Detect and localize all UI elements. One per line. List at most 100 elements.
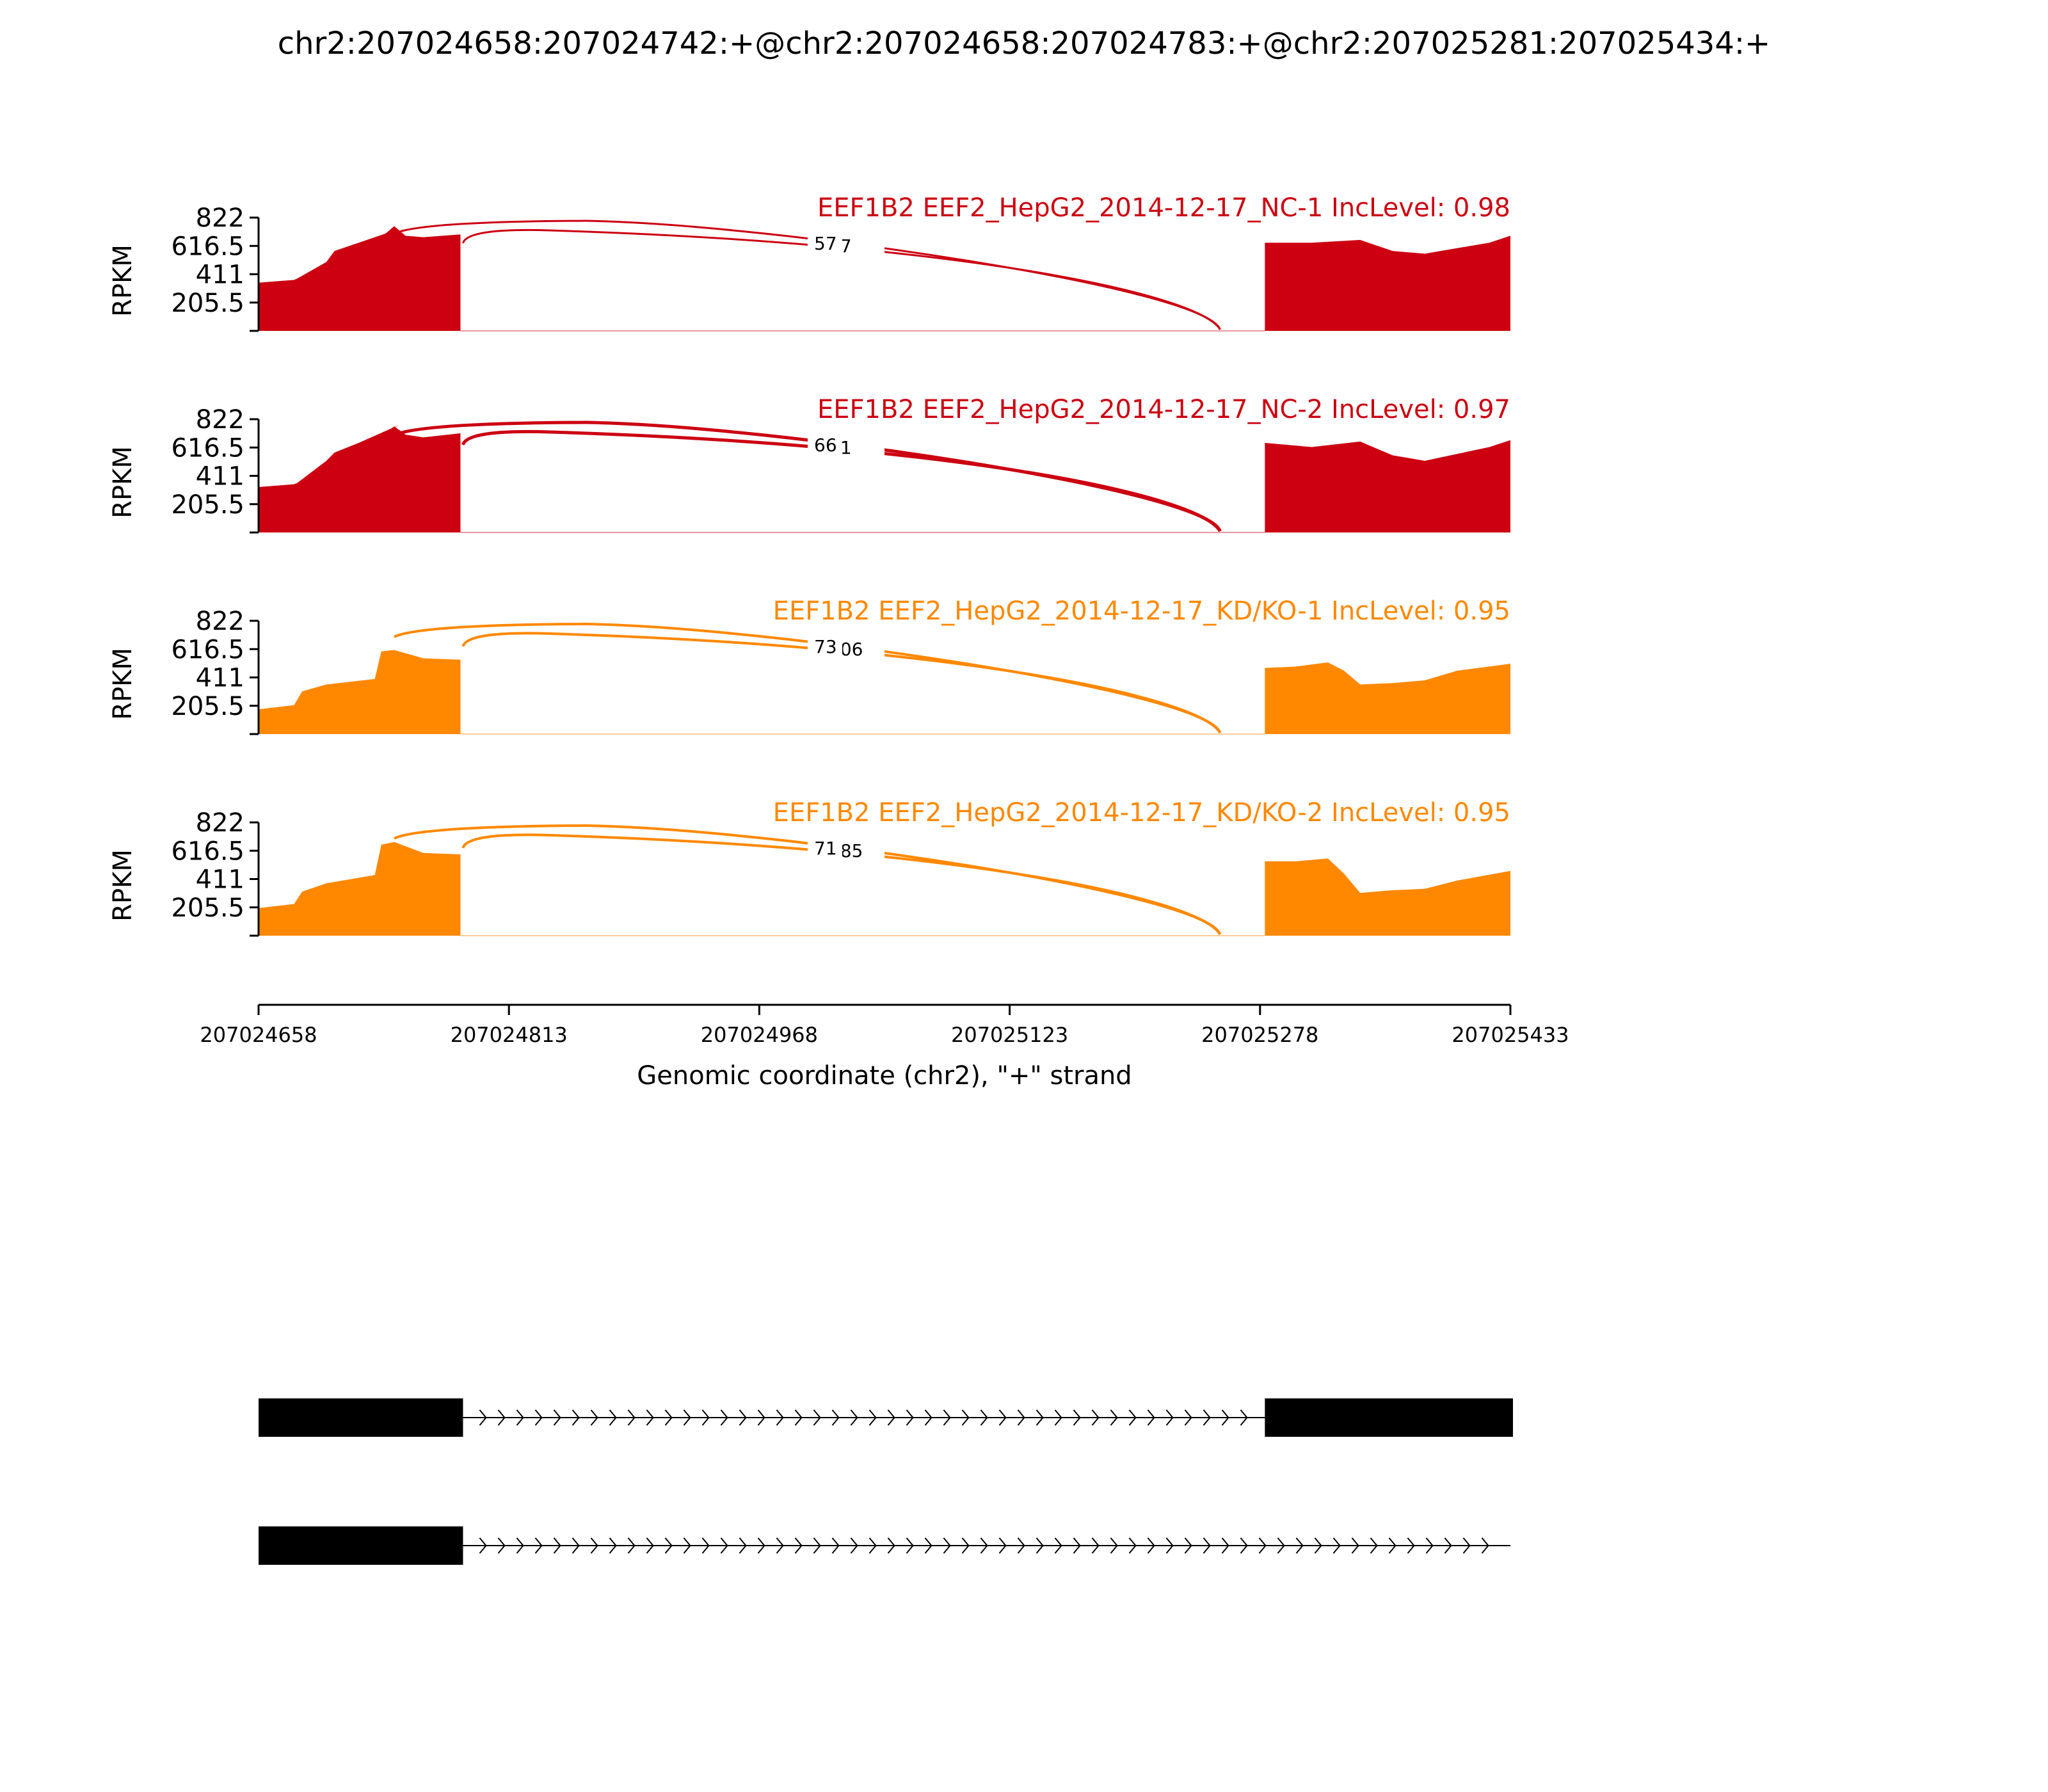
strand-arrow [757, 1409, 765, 1426]
x-tick-label: 207024658 [200, 1023, 317, 1047]
strand-arrow [868, 1537, 877, 1554]
strand-arrow [1165, 1409, 1174, 1426]
y-tick-label: 822 [196, 808, 244, 838]
y-tick-label: 616.5 [171, 836, 244, 866]
strand-arrow [980, 1409, 988, 1426]
strand-arrow [1425, 1537, 1434, 1554]
strand-arrow [1054, 1409, 1062, 1426]
y-tick-label: 822 [196, 204, 244, 233]
strand-arrow [961, 1409, 970, 1426]
strand-arrow [1147, 1537, 1155, 1554]
y-tick-label: 411 [196, 664, 244, 693]
strand-arrow [776, 1409, 784, 1426]
strand-arrow [1147, 1409, 1155, 1426]
strand-arrow [1332, 1537, 1341, 1554]
strand-arrow [1221, 1537, 1229, 1554]
strand-arrow [609, 1537, 617, 1554]
strand-arrow [1073, 1537, 1081, 1554]
x-tick-label: 207025123 [951, 1023, 1068, 1047]
strand-arrow [553, 1537, 561, 1554]
strand-arrow [1314, 1537, 1322, 1554]
strand-arrow [1444, 1537, 1452, 1554]
strand-arrow [1184, 1537, 1192, 1554]
strand-arrow [1203, 1409, 1211, 1426]
strand-arrow [627, 1537, 636, 1554]
y-tick-label: 205.5 [171, 893, 244, 923]
exon-block [1265, 1398, 1513, 1437]
y-tick-label: 822 [196, 607, 244, 636]
strand-arrow [497, 1537, 506, 1554]
strand-arrow [998, 1409, 1007, 1426]
strand-arrow [1091, 1409, 1100, 1426]
strand-arrow [813, 1409, 821, 1426]
strand-arrow [590, 1537, 598, 1554]
panel-title: EEF1B2 EEF2_HepG2_2014-12-17_KD/KO-2 Inc… [773, 798, 1510, 828]
y-tick-label: 616.5 [171, 232, 244, 261]
strand-arrow [1017, 1537, 1025, 1554]
strand-arrow [1128, 1537, 1137, 1554]
y-tick-label: 205.5 [171, 289, 244, 318]
strand-arrow [924, 1409, 932, 1426]
y-tick-label: 205.5 [171, 490, 244, 520]
y-axis-label: RPKM [108, 648, 138, 720]
strand-arrow [831, 1409, 840, 1426]
strand-arrow [534, 1537, 543, 1554]
strand-arrow [850, 1409, 858, 1426]
junction-arc-outer [394, 622, 1222, 733]
junction-label-bg [808, 433, 842, 456]
y-tick-label: 411 [196, 462, 244, 492]
coverage-area [259, 650, 1510, 734]
strand-arrow [1036, 1409, 1044, 1426]
x-tick-label: 207024813 [451, 1023, 568, 1047]
junction-arc-outer [393, 420, 1222, 532]
strand-arrow [1240, 1537, 1248, 1554]
strand-arrow [646, 1537, 654, 1554]
page-title: chr2:207024658:207024742:+@chr2:20702465… [277, 26, 1771, 61]
strand-arrow [479, 1409, 487, 1426]
strand-arrow [776, 1537, 784, 1554]
junction-label-bg [808, 836, 842, 860]
strand-arrow [572, 1537, 580, 1554]
strand-arrow [1277, 1537, 1285, 1554]
strand-arrow [980, 1537, 988, 1554]
junction-arc-outer [394, 824, 1222, 935]
strand-arrow [943, 1537, 951, 1554]
strand-arrow [720, 1537, 728, 1554]
y-axis-label: RPKM [108, 849, 138, 922]
strand-arrow [534, 1409, 543, 1426]
panel-title: EEF1B2 EEF2_HepG2_2014-12-17_NC-2 IncLev… [817, 395, 1510, 424]
x-tick-label: 207025278 [1201, 1023, 1318, 1047]
strand-arrow [850, 1537, 858, 1554]
strand-arrow [813, 1537, 821, 1554]
x-tick-label: 207024968 [701, 1023, 818, 1047]
strand-arrow [516, 1409, 524, 1426]
strand-arrow [1462, 1537, 1471, 1554]
junction-label-bg [808, 635, 842, 658]
exon-block [259, 1398, 395, 1437]
strand-arrow [1258, 1537, 1267, 1554]
strand-arrow [831, 1537, 840, 1554]
strand-arrow [683, 1409, 691, 1426]
strand-arrow [664, 1409, 673, 1426]
strand-arrow [1351, 1537, 1359, 1554]
strand-arrow [1165, 1537, 1174, 1554]
strand-arrow [887, 1409, 895, 1426]
junction-arc-outer [394, 220, 1221, 330]
strand-arrow [943, 1409, 951, 1426]
strand-arrow [609, 1409, 617, 1426]
strand-arrow [683, 1537, 691, 1554]
y-tick-label: 411 [196, 865, 244, 895]
strand-arrow [924, 1537, 932, 1554]
strand-arrow [1184, 1409, 1192, 1426]
strand-arrow [757, 1537, 765, 1554]
junction-label: 71 [814, 838, 837, 859]
strand-arrow [1073, 1409, 1081, 1426]
y-axis-label: RPKM [108, 446, 138, 518]
exon-block [259, 1526, 395, 1565]
strand-arrow [720, 1409, 728, 1426]
strand-arrow [961, 1537, 970, 1554]
strand-arrow [572, 1409, 580, 1426]
strand-arrow [664, 1537, 673, 1554]
strand-arrow [1054, 1537, 1062, 1554]
